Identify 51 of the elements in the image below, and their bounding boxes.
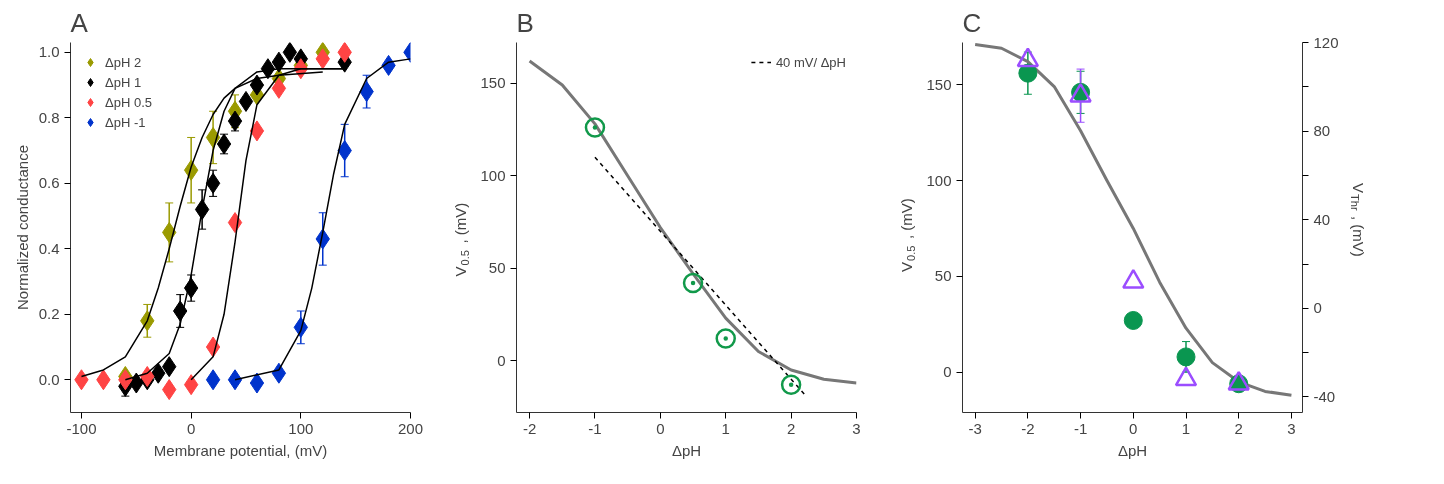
y-tick-label: 100 [480,166,506,184]
y-tick-label: 0 [943,363,952,381]
y-tick-label: 150 [926,75,952,93]
y2-tick-label: 80 [1313,122,1331,140]
y-tick-label: 1.0 [38,43,60,61]
y2-tick-label: 0 [1313,299,1322,317]
x-tick-label: 0 [656,419,665,437]
y-tick-label: 150 [480,74,506,92]
chart-title: C [962,7,982,38]
y-tick-label: 0.2 [38,305,60,323]
x-tick-label: -1 [1073,419,1088,437]
x-tick-label: 100 [288,419,314,437]
x-axis-title: Membrane potential, (mV) [153,441,328,459]
x-tick-label: 3 [1287,419,1296,437]
x-tick-label: 2 [1234,419,1243,437]
y-tick-label: 0.4 [38,239,60,257]
y-tick-label: 0.8 [38,108,60,126]
y2-tick-label: 120 [1313,33,1339,51]
legend-label: ΔpH 1 [105,74,142,90]
x-tick-label: -3 [968,419,982,437]
x-axis-title: ΔpH [671,441,702,459]
x-tick-label: 200 [397,419,424,437]
chart-title: A [70,7,89,38]
x-tick-label: 0 [1129,419,1138,437]
y2-axis-title: VThr, (mV) [1348,183,1367,257]
legend-label: 40 mV/ ΔpH [775,54,846,70]
y-tick-label: 50 [488,259,506,277]
x-tick-label: -100 [66,419,97,437]
y-tick-label: 0.6 [38,174,60,192]
y2-tick-label: 40 [1313,210,1331,228]
y-axis-title: V0.5, (mV) [898,198,917,272]
x-tick-label: 1 [721,419,730,437]
y-tick-label: 100 [926,171,952,189]
y2-tick-label: -40 [1313,387,1336,405]
x-tick-label: -2 [522,419,537,437]
x-axis-title: ΔpH [1117,441,1148,459]
x-tick-label: 0 [186,419,196,437]
legend-label: ΔpH -1 [105,114,146,130]
x-tick-label: -1 [588,419,602,437]
chart-title: B [516,7,534,38]
y-tick-label: 50 [934,267,952,285]
x-tick-label: -2 [1021,419,1035,437]
y-axis-title: V0.5 , (mV) [452,202,471,277]
y-tick-label: 0 [497,351,506,369]
x-tick-label: 3 [852,419,861,437]
x-tick-label: 2 [786,419,796,437]
y-axis-title: Normalized conductance [13,144,31,311]
legend-label: ΔpH 2 [105,54,142,70]
legend-label: ΔpH 0.5 [105,94,152,110]
y-tick-label: 0.0 [38,370,60,388]
x-tick-label: 1 [1181,419,1191,437]
